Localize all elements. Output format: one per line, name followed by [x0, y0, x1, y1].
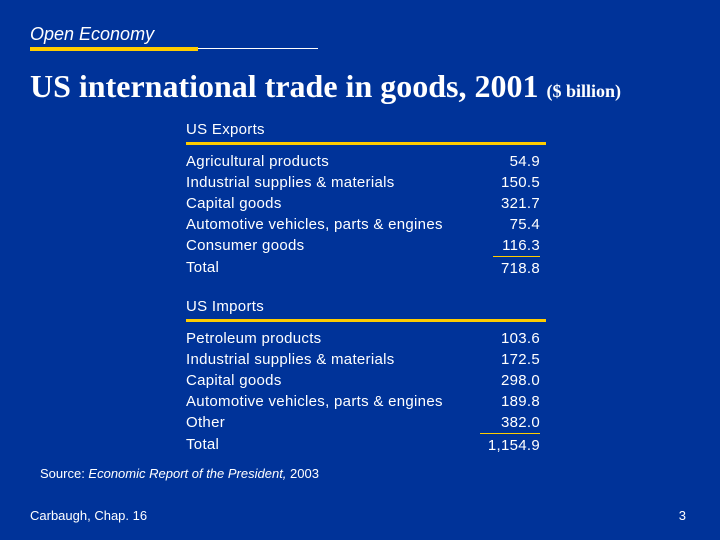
table-row: Automotive vehicles, parts & engines 189… [186, 391, 540, 412]
total-row: Total 718.8 [186, 256, 540, 278]
section-accent-rule [30, 47, 198, 51]
page-number: 3 [678, 508, 686, 523]
slide-title-text: US international trade in goods, 2001 [30, 68, 539, 104]
table-row: Consumer goods 116.3 [186, 235, 540, 256]
row-label: Industrial supplies & materials [186, 174, 395, 191]
row-label: Automotive vehicles, parts & engines [186, 393, 443, 410]
row-label: Other [186, 414, 226, 431]
exports-heading-rule [186, 142, 546, 145]
row-label: Capital goods [186, 195, 282, 212]
table-row: Other 382.0 [186, 412, 540, 433]
source-note: Source: Economic Report of the President… [40, 466, 319, 481]
table-row: Petroleum products 103.6 [186, 328, 540, 349]
source-prefix: Source: [40, 466, 89, 481]
row-value: 189.8 [500, 393, 540, 410]
exports-heading: US Exports [186, 121, 265, 138]
source-year: 2003 [286, 466, 319, 481]
table-row: Industrial supplies & materials 172.5 [186, 349, 540, 370]
slide-title: US international trade in goods, 2001 ($… [30, 68, 621, 105]
row-value: 116.3 [502, 237, 540, 254]
table-row: Industrial supplies & materials 150.5 [186, 172, 540, 193]
exports-table: US Exports Agricultural products 54.9 In… [186, 121, 546, 278]
total-label: Total [186, 259, 220, 276]
row-label: Petroleum products [186, 330, 322, 347]
table-row: Capital goods 298.0 [186, 370, 540, 391]
row-value: 172.5 [500, 351, 540, 368]
table-row: Agricultural products 54.9 [186, 151, 540, 172]
row-label: Industrial supplies & materials [186, 351, 395, 368]
row-value: 321.7 [500, 195, 540, 212]
row-value: 150.5 [500, 174, 540, 191]
row-value: 54.9 [509, 153, 540, 170]
imports-heading: US Imports [186, 298, 265, 315]
imports-table: US Imports Petroleum products 103.6 Indu… [186, 298, 546, 455]
row-label: Consumer goods [186, 237, 305, 254]
row-value: 75.4 [509, 216, 540, 233]
row-label: Automotive vehicles, parts & engines [186, 216, 443, 233]
row-value: 382.0 [500, 414, 540, 431]
row-value: 103.6 [500, 330, 540, 347]
source-work: Economic Report of the President, [88, 466, 287, 481]
imports-heading-rule [186, 319, 546, 322]
row-label: Agricultural products [186, 153, 330, 170]
row-value: 298.0 [500, 372, 540, 389]
total-value: 718.8 [492, 256, 540, 278]
total-label: Total [186, 436, 220, 453]
table-row: Automotive vehicles, parts & engines 75.… [186, 214, 540, 235]
slide-title-unit: ($ billion) [546, 81, 621, 101]
section-thin-rule [198, 48, 318, 49]
section-label: Open Economy [30, 24, 155, 44]
total-row: Total 1,154.9 [186, 433, 540, 455]
row-label: Capital goods [186, 372, 282, 389]
table-row: Capital goods 321.7 [186, 193, 540, 214]
footer-credit: Carbaugh, Chap. 16 [30, 508, 148, 523]
total-value: 1,154.9 [479, 433, 540, 455]
